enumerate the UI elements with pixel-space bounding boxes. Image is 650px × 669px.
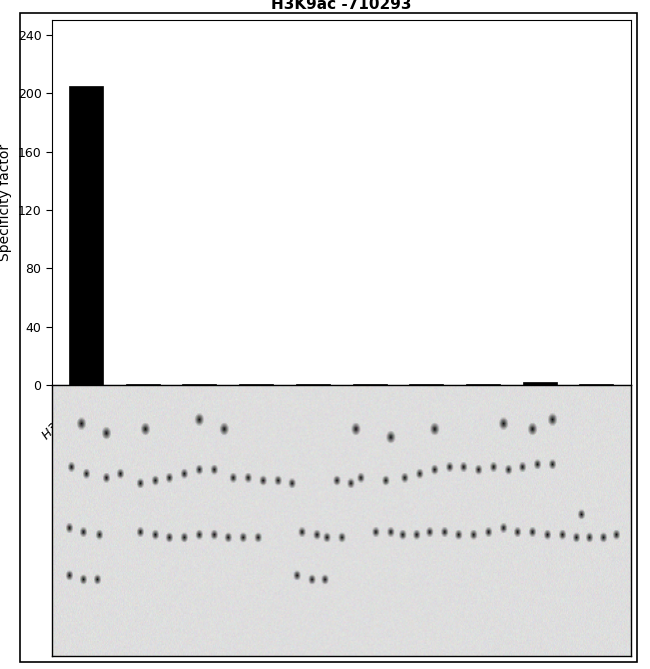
Bar <box>296 384 330 385</box>
Title: Specificity Analysis (Multiple Peptide Average)
H3K9ac -710293: Specificity Analysis (Multiple Peptide A… <box>140 0 542 12</box>
Bar <box>410 384 443 385</box>
X-axis label: Modification: Modification <box>299 462 384 476</box>
Bar <box>466 384 500 385</box>
Bar <box>523 382 557 385</box>
Bar <box>239 384 273 385</box>
Bar <box>69 86 103 385</box>
Bar <box>352 384 387 385</box>
Bar <box>183 384 216 385</box>
Y-axis label: Specificity factor: Specificity factor <box>0 144 12 261</box>
Bar <box>125 384 160 385</box>
Bar <box>579 384 614 385</box>
